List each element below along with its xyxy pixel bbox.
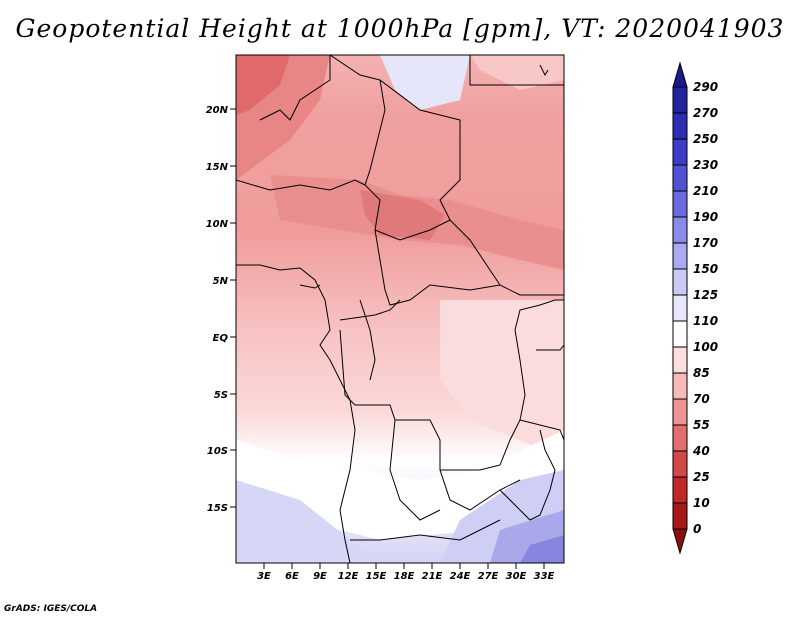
colorbar-label: 70: [693, 392, 710, 406]
chart-title: Geopotential Height at 1000hPa [gpm], VT…: [15, 14, 785, 43]
colorbar-label: 150: [693, 262, 718, 276]
colorbar-label: 85: [693, 366, 710, 380]
colorbar: 2902702502302101901701501251101008570554…: [672, 61, 718, 555]
colorbar-label: 55: [693, 418, 710, 432]
colorbar-label: 170: [693, 236, 718, 250]
lat-axis: 20N 15N 10N 5N EQ 5S 10S 15S: [206, 105, 236, 514]
country-borders: [236, 55, 564, 563]
colorbar-label: 0: [693, 522, 701, 536]
lon-label: 24E: [450, 571, 471, 582]
lon-label: 27E: [478, 571, 499, 582]
colorbar-label: 270: [693, 106, 718, 120]
colorbar-label: 250: [693, 132, 718, 146]
colorbar-label: 10: [693, 496, 710, 510]
lon-label: 15E: [366, 571, 387, 582]
lat-label: 5S: [214, 390, 228, 401]
colorbar-swatch: [672, 476, 688, 504]
lon-label: 33E: [534, 571, 555, 582]
colorbar-swatch: [672, 450, 688, 478]
colorbar-swatch: [672, 190, 688, 218]
lon-label: 30E: [506, 571, 527, 582]
grads-credit: GrADS: IGES/COLA: [4, 604, 98, 614]
lat-label: EQ: [213, 333, 229, 344]
map-field: [236, 55, 564, 563]
lat-label: 10N: [206, 219, 229, 230]
colorbar-label: 40: [692, 444, 710, 458]
colorbar-swatch: [672, 112, 688, 140]
colorbar-swatch: [672, 372, 688, 400]
colorbar-swatch: [672, 294, 688, 322]
lat-label: 20N: [206, 105, 229, 116]
colorbar-label: 210: [693, 184, 718, 198]
lat-label: 5N: [213, 276, 229, 287]
lat-label: 15N: [206, 162, 229, 173]
colorbar-swatch: [672, 216, 688, 244]
lon-axis: 3E 6E 9E 12E 15E 18E 21E 24E 27E 30E 33E: [257, 563, 555, 582]
colorbar-label: 100: [693, 340, 718, 354]
lon-label: 18E: [394, 571, 415, 582]
colorbar-label: 290: [693, 80, 718, 94]
colorbar-swatch: [672, 398, 688, 426]
map-frame: [235, 54, 565, 564]
lon-label: 9E: [313, 571, 327, 582]
lat-label: 10S: [207, 446, 228, 457]
colorbar-swatch: [672, 86, 688, 114]
colorbar-swatch: [672, 164, 688, 192]
colorbar-swatch: [672, 242, 688, 270]
colorbar-swatch: [672, 346, 688, 374]
colorbar-swatch: [672, 424, 688, 452]
colorbar-swatch: [672, 268, 688, 296]
lon-label: 3E: [257, 571, 271, 582]
lon-label: 12E: [338, 571, 359, 582]
lon-label: 21E: [422, 571, 443, 582]
colorbar-top-arrow: [672, 61, 688, 88]
colorbar-label: 125: [693, 288, 718, 302]
colorbar-swatch: [672, 502, 688, 530]
colorbar-label: 190: [693, 210, 718, 224]
lon-label: 6E: [285, 571, 299, 582]
colorbar-label: 25: [693, 470, 710, 484]
colorbar-label: 110: [693, 314, 718, 328]
colorbar-bottom-arrow: [672, 528, 688, 555]
colorbar-swatch: [672, 138, 688, 166]
lat-label: 15S: [207, 503, 228, 514]
colorbar-label: 230: [693, 158, 718, 172]
colorbar-swatch: [672, 320, 688, 348]
